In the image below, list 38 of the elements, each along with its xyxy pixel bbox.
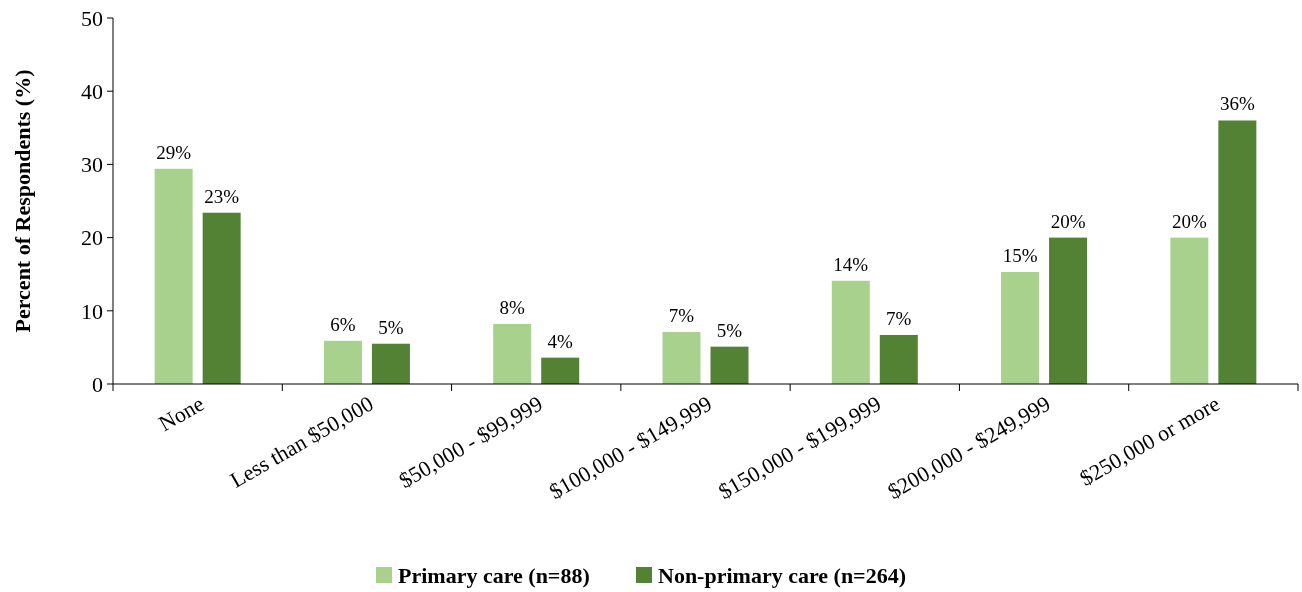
data-label: 5% (378, 316, 404, 338)
bar (154, 168, 193, 384)
bar (371, 343, 410, 384)
bar (541, 357, 580, 384)
data-label: 15% (1002, 245, 1038, 266)
bar (1001, 272, 1040, 384)
y-tick-label: 50 (81, 5, 103, 31)
data-label: 8% (499, 296, 526, 318)
data-label: 36% (1219, 93, 1255, 115)
y-tick-label: 0 (92, 371, 103, 397)
legend-label: Primary care (n=88) (398, 563, 590, 588)
y-axis-title: Percent of Respondents (%) (10, 69, 35, 333)
data-label: 7% (886, 307, 912, 329)
y-tick-label: 10 (81, 298, 103, 324)
y-tick-label: 30 (81, 152, 103, 178)
bar (831, 280, 870, 384)
data-label: 14% (833, 253, 869, 275)
bar (662, 332, 701, 384)
legend-label: Non-primary care (n=264) (658, 563, 906, 588)
data-label: 4% (547, 330, 574, 352)
bar (1218, 120, 1257, 384)
data-label: 20% (1050, 210, 1086, 232)
data-label: 5% (716, 319, 743, 341)
data-label: 7% (668, 305, 695, 327)
data-label: 29% (156, 141, 192, 163)
bar (1049, 237, 1088, 384)
bar (202, 212, 241, 384)
x-tick-label: None (154, 390, 209, 437)
bar (879, 334, 918, 384)
data-label: 6% (330, 313, 356, 335)
data-label: 20% (1171, 210, 1207, 232)
bar (323, 340, 362, 384)
bar (493, 323, 532, 384)
bar (710, 346, 749, 384)
y-tick-label: 20 (81, 225, 103, 251)
y-tick-label: 40 (81, 78, 103, 104)
data-label: 23% (204, 185, 240, 207)
bar (1170, 237, 1209, 384)
